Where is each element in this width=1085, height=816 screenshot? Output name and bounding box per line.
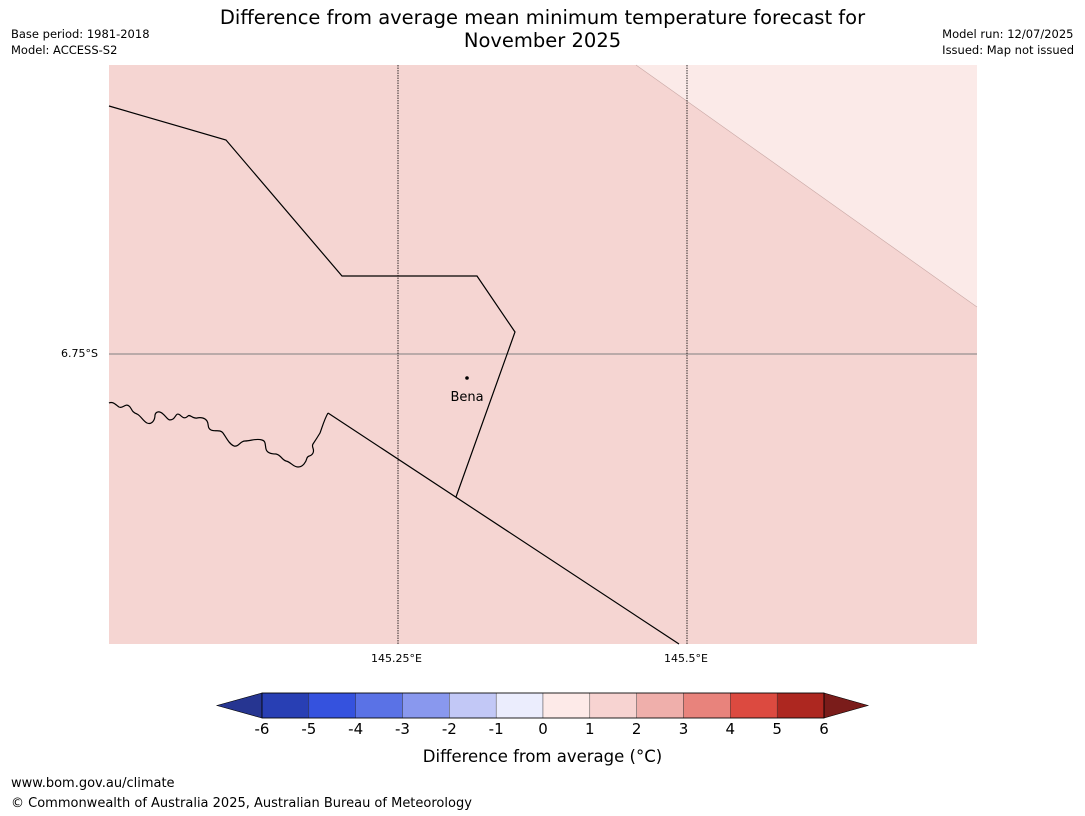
header-meta-right: Model run: 12/07/2025 Issued: Map not is… xyxy=(942,26,1074,58)
colorbar-segment xyxy=(449,692,497,719)
bena-label: Bena xyxy=(450,390,483,405)
colorbar-tick-label: -4 xyxy=(348,720,364,738)
colorbar-segment xyxy=(683,692,731,719)
bena-location-marker xyxy=(465,376,469,380)
colorbar-tick-label: 2 xyxy=(631,720,642,738)
lon-label-145-25e: 145.25°E xyxy=(371,652,422,665)
colorbar-extend-low xyxy=(215,692,263,719)
colorbar-segment xyxy=(542,692,591,719)
colorbar-segment xyxy=(308,692,356,719)
colorbar-tick-label: 4 xyxy=(725,720,736,738)
colorbar-tick-label: -2 xyxy=(441,720,457,738)
forecast-map: Bena xyxy=(108,64,978,645)
issued-text: Issued: Map not issued xyxy=(942,43,1074,57)
colorbar-tick-label: 3 xyxy=(678,720,689,738)
colorbar-segment xyxy=(589,692,637,719)
colorbar-outline xyxy=(261,692,825,719)
colorbar-segment xyxy=(355,692,403,719)
footer-copyright: © Commonwealth of Australia 2025, Austra… xyxy=(11,796,472,811)
colorbar-label: Difference from average (°C) xyxy=(422,747,663,766)
map-title-line-1: Difference from average mean minimum tem… xyxy=(219,6,866,29)
base-period-text: Base period: 1981-2018 xyxy=(11,27,150,41)
province-boundary-north xyxy=(108,105,516,498)
colorbar-segment xyxy=(261,692,310,719)
lat-label-6-75s: 6.75°S xyxy=(61,347,98,360)
colorbar-tick-label: -3 xyxy=(395,720,410,738)
footer: www.bom.gov.au/climate © Commonwealth of… xyxy=(11,774,472,814)
colorbar-tick-label: 6 xyxy=(819,720,829,738)
coastline-boundary xyxy=(108,401,329,468)
header-meta-left: Base period: 1981-2018 Model: ACCESS-S2 xyxy=(11,26,150,58)
colorbar-tick-label: 1 xyxy=(585,720,595,738)
region-contour-line xyxy=(635,64,978,308)
colorbar-tick-label: 0 xyxy=(538,720,548,738)
colorbar-tick-label: 5 xyxy=(772,720,782,738)
colorbar-segment xyxy=(776,692,825,719)
colorbar-segment xyxy=(495,692,544,719)
model-run-text: Model run: 12/07/2025 xyxy=(942,27,1074,41)
map-title: Difference from average mean minimum tem… xyxy=(180,6,905,52)
colorbar-segments xyxy=(215,692,870,719)
colorbar-tick-label: -1 xyxy=(488,720,504,738)
footer-url-link[interactable]: www.bom.gov.au/climate xyxy=(11,776,175,791)
colorbar-tick-label: -5 xyxy=(301,720,317,738)
colorbar-segment xyxy=(636,692,684,719)
lon-label-145-5e: 145.5°E xyxy=(664,652,708,665)
colorbar-extend-high xyxy=(823,692,870,719)
colorbar-segment xyxy=(730,692,778,719)
model-text: Model: ACCESS-S2 xyxy=(11,43,118,57)
colorbar-segment xyxy=(402,692,450,719)
province-boundary-south xyxy=(327,412,680,645)
map-title-line-2: November 2025 xyxy=(463,29,622,52)
colorbar-tick-label: -6 xyxy=(254,720,270,738)
